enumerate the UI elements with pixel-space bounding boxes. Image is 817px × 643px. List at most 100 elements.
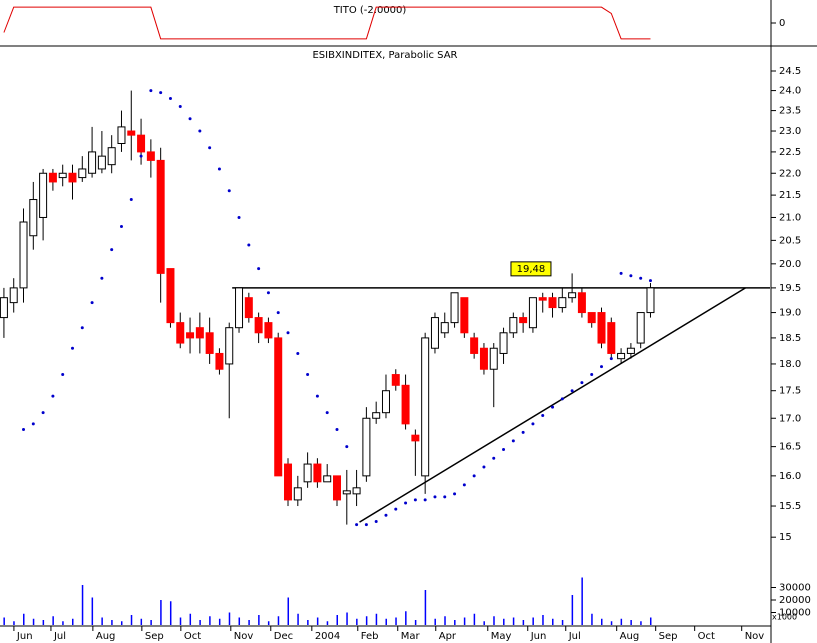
- sar-dot: [70, 346, 74, 350]
- candle-body: [195, 327, 204, 339]
- volume-bar: [385, 618, 387, 625]
- sar-dot: [188, 117, 192, 121]
- y-tick-label: 24.0: [779, 86, 801, 97]
- volume-bar: [532, 617, 534, 625]
- sar-dot: [296, 351, 300, 355]
- volume-bar: [316, 617, 319, 625]
- volume-bar: [601, 618, 603, 625]
- volume-bar: [610, 621, 613, 625]
- candle-body: [186, 332, 195, 339]
- volume-bar: [405, 611, 407, 625]
- sar-dot: [51, 394, 55, 398]
- volume-bar: [13, 621, 15, 625]
- sar-dot: [335, 428, 339, 432]
- volume-bar: [395, 617, 397, 625]
- sar-dot: [325, 411, 329, 415]
- candle-body: [68, 172, 77, 183]
- volume-bar: [522, 620, 525, 625]
- y-tick-label: 19.0: [779, 308, 801, 319]
- candle-body: [225, 327, 234, 365]
- x-tick-label: Mar: [401, 631, 421, 642]
- volume-unit: x1000: [772, 613, 797, 622]
- volume-bar: [71, 618, 74, 625]
- x-tick-label: Jul: [568, 631, 581, 642]
- volume-bar: [346, 612, 348, 625]
- y-tick-label: 16.0: [779, 471, 801, 482]
- volume-bar: [23, 613, 25, 625]
- sar-dot: [208, 146, 212, 150]
- sar-dot: [374, 519, 378, 523]
- volume-bar: [297, 613, 299, 625]
- volume-bar: [258, 615, 260, 625]
- sar-dot: [384, 513, 388, 517]
- sar-dot: [306, 373, 310, 377]
- volume-bar: [111, 620, 113, 625]
- sar-dot: [227, 189, 231, 193]
- sar-dot: [560, 397, 564, 401]
- x-tick-label: Aug: [620, 631, 640, 642]
- sar-dot: [364, 523, 368, 527]
- candle-body: [313, 463, 322, 483]
- volume-bar: [424, 590, 427, 625]
- candle-body: [0, 297, 8, 319]
- volume-bar: [640, 621, 642, 625]
- candle-body: [558, 297, 567, 309]
- x-tick-label: Dec: [274, 631, 293, 642]
- candle-body: [568, 292, 577, 299]
- candle-body: [166, 268, 175, 324]
- sar-dot: [492, 456, 496, 460]
- sar-dot: [266, 291, 270, 295]
- volume-bar: [463, 617, 466, 625]
- sar-dot: [423, 498, 427, 502]
- sar-dot: [286, 331, 290, 335]
- volume-bar: [336, 615, 338, 625]
- volume-bar: [473, 613, 476, 625]
- y-tick-label: 18.5: [779, 333, 801, 344]
- volume-bar: [120, 621, 123, 625]
- sar-dot: [22, 428, 26, 432]
- sar-dot: [139, 154, 143, 158]
- sar-dot: [648, 279, 652, 283]
- sar-dot: [345, 445, 349, 449]
- y-tick-label: 15.5: [779, 501, 801, 512]
- sar-dot: [90, 301, 94, 305]
- y-tick-label: 0: [779, 18, 785, 29]
- sar-dot: [159, 91, 163, 95]
- volume-bar: [277, 616, 280, 625]
- volume-bar: [581, 577, 583, 625]
- chart-title: ESIBXINDITEX, Parabolic SAR: [312, 50, 457, 61]
- candle-body: [274, 337, 283, 477]
- volume-bar: [483, 621, 485, 625]
- volume-bar: [454, 620, 456, 625]
- candle-body: [401, 384, 410, 425]
- sar-dot: [433, 495, 437, 499]
- volume-bar: [375, 613, 378, 625]
- volume-bar: [62, 621, 64, 625]
- x-tick-label: Nov: [234, 631, 254, 642]
- sar-dot: [355, 523, 359, 527]
- volume-bar: [169, 601, 172, 625]
- volume-bar: [52, 616, 54, 625]
- candle-body: [577, 292, 586, 314]
- volume-bar: [3, 617, 5, 625]
- candle-body: [587, 312, 596, 324]
- sar-dot: [119, 225, 123, 229]
- sar-dot: [80, 326, 84, 330]
- y-tick-label: 17.0: [779, 413, 801, 424]
- sar-dot: [61, 373, 65, 377]
- sar-dot: [276, 311, 280, 315]
- volume-bar: [444, 616, 446, 625]
- candle-body: [244, 297, 253, 319]
- volume-bar: [326, 621, 329, 625]
- volume-bar: [130, 615, 133, 625]
- candle-body: [117, 126, 126, 144]
- volume-bar: [571, 595, 574, 625]
- candle-body: [107, 147, 116, 166]
- sar-dot: [247, 243, 251, 247]
- candle-body: [137, 134, 146, 153]
- candle-body: [421, 337, 430, 477]
- y-tick-label: 22.0: [779, 168, 801, 179]
- sar-dot: [521, 430, 525, 434]
